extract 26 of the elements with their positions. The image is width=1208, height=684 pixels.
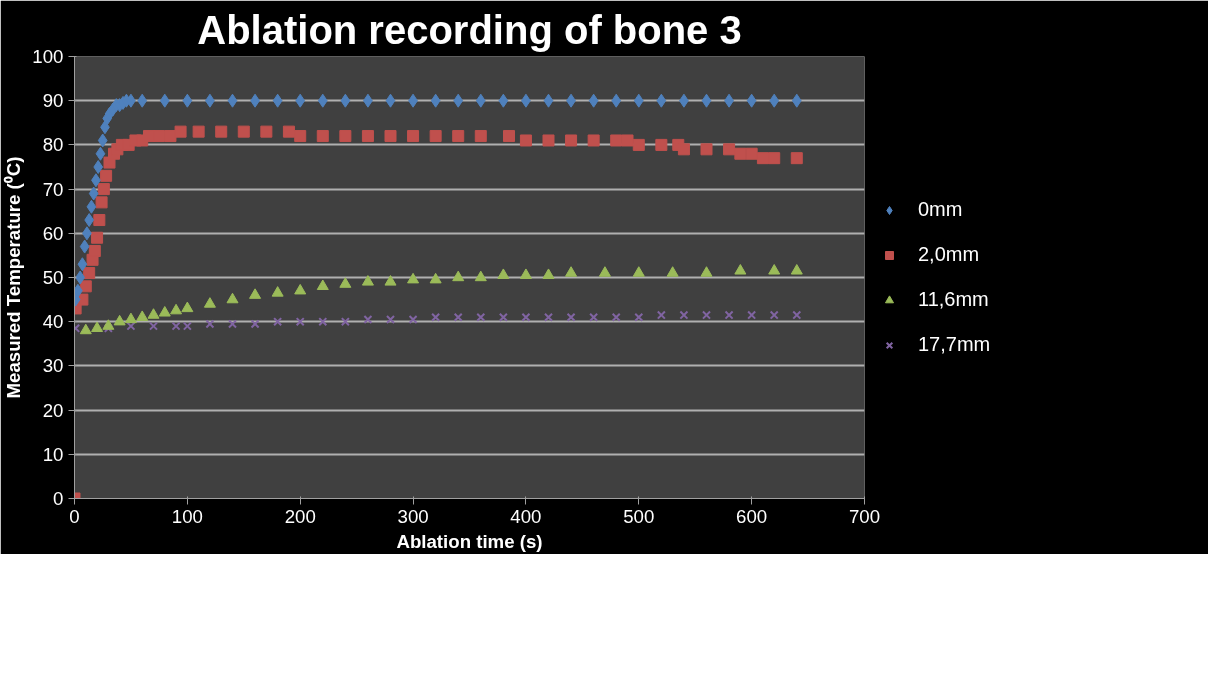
y-axis-title: Measured Temperature (⁰C) <box>3 156 25 399</box>
legend-label: 2,0mm <box>918 243 980 266</box>
y-tick-label: 60 <box>42 222 64 244</box>
x-tick-label: 700 <box>848 505 881 527</box>
legend-label: 0mm <box>918 198 963 221</box>
y-tick-label: 80 <box>42 134 64 156</box>
x-tick-label: 500 <box>623 505 655 527</box>
x-tick-label: 300 <box>397 505 429 527</box>
y-tick-label: 70 <box>42 178 64 200</box>
x-axis-title: Ablation time (s) <box>396 530 543 552</box>
y-tick-label: 10 <box>42 443 64 465</box>
x-tick-label: 100 <box>171 505 203 527</box>
y-tick-label: 90 <box>42 90 64 112</box>
y-tick-label: 100 <box>32 46 64 67</box>
y-tick-label: 30 <box>42 355 64 377</box>
y-tick-label: 20 <box>42 399 64 421</box>
x-tick-label: 400 <box>510 505 542 527</box>
x-tick-label: 200 <box>284 505 316 527</box>
legend-label: 17,7mm <box>918 333 991 356</box>
y-tick-label: 0 <box>53 488 64 509</box>
legend-label: 11,6mm <box>918 288 989 311</box>
y-tick-label: 40 <box>42 311 64 333</box>
chart-title: Ablation recording of bone 3 <box>197 7 742 52</box>
y-tick-label: 50 <box>42 267 64 288</box>
x-tick-label: 0 <box>69 505 80 527</box>
x-tick-label: 600 <box>736 505 768 527</box>
